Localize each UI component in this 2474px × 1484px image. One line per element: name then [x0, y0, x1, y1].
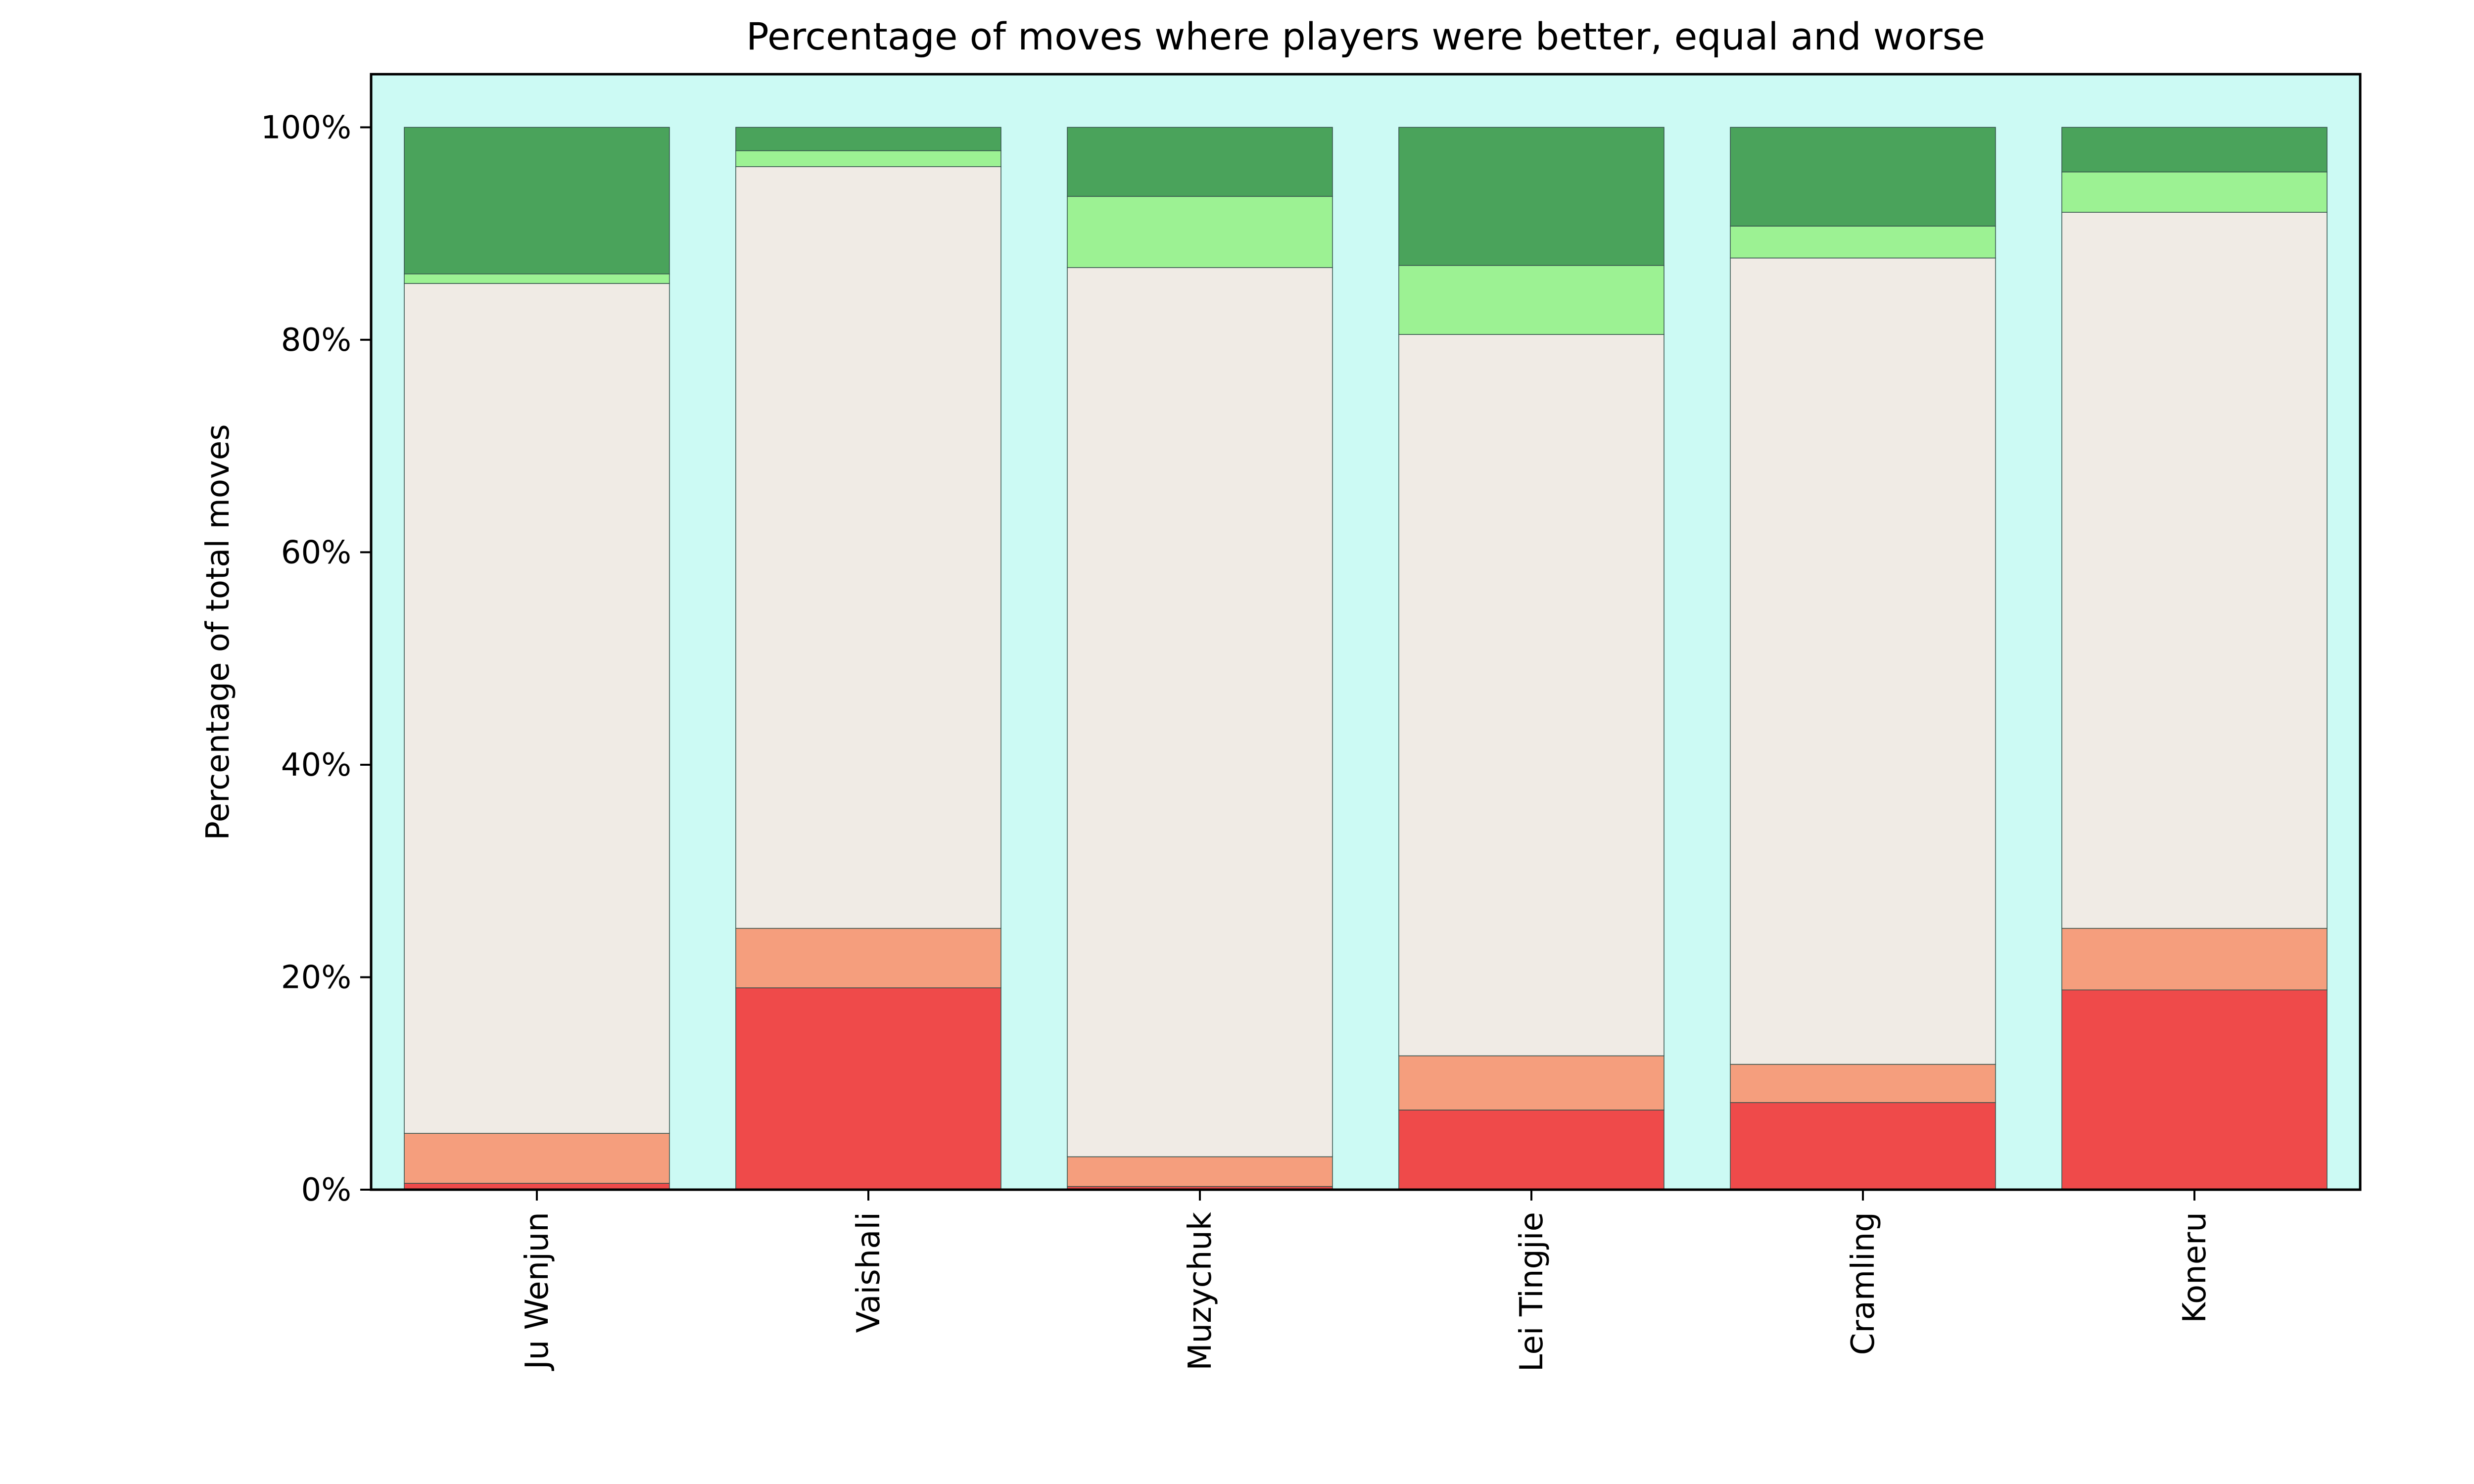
bar-segment-lei-tingjie-s1 — [1398, 1055, 1665, 1111]
bar-segment-cramling-s1 — [1730, 1064, 1996, 1103]
y-tick-label-20: 20% — [281, 959, 351, 996]
y-tick-label-0: 0% — [301, 1172, 351, 1208]
plot-area — [371, 74, 2360, 1190]
bar-segment-lei-tingjie-s2 — [1398, 334, 1665, 1057]
bar-segment-cramling-s4 — [1730, 127, 1996, 227]
x-tick-label-ju-wenjun: Ju Wenjun — [519, 1212, 556, 1371]
bar-segment-koneru-s4 — [2061, 127, 2328, 173]
chart-title: Percentage of moves where players were b… — [746, 14, 1985, 58]
bar-segment-muzychuk-s2 — [1067, 267, 1333, 1158]
bar-segment-ju-wenjun-s4 — [404, 127, 670, 275]
x-tick-label-muzychuk: Muzychuk — [1182, 1212, 1219, 1371]
bar-segment-ju-wenjun-s3 — [404, 274, 670, 284]
bar-segment-vaishali-s1 — [735, 928, 1001, 988]
bar-segment-cramling-s3 — [1730, 226, 1996, 259]
bar-segment-cramling-s2 — [1730, 257, 1996, 1065]
bar-segment-muzychuk-s3 — [1067, 196, 1333, 268]
bar-segment-vaishali-s4 — [735, 127, 1001, 151]
bar-segment-cramling-s0 — [1730, 1102, 1996, 1190]
bar-segment-ju-wenjun-s2 — [404, 283, 670, 1134]
y-tick-label-80: 80% — [281, 322, 351, 359]
bar-segment-koneru-s2 — [2061, 212, 2328, 929]
y-tick-label-40: 40% — [281, 747, 351, 784]
y-axis: 0% 20% 40% 60% 80% 100% — [261, 109, 371, 1208]
bar-segment-lei-tingjie-s0 — [1398, 1110, 1665, 1190]
x-tick-label-lei-tingjie: Lei Tingjie — [1514, 1212, 1550, 1372]
bar-segment-muzychuk-s4 — [1067, 127, 1333, 197]
bar-segment-muzychuk-s1 — [1067, 1156, 1333, 1187]
plot-frame — [370, 73, 2362, 1191]
y-axis-label: Percentage of total moves — [200, 424, 237, 840]
y-tick-label-100: 100% — [261, 109, 351, 146]
bar-segment-lei-tingjie-s4 — [1398, 127, 1665, 266]
x-tick-label-vaishali: Vaishali — [851, 1212, 887, 1333]
y-tick-label-60: 60% — [281, 534, 351, 571]
bar-segment-lei-tingjie-s3 — [1398, 265, 1665, 335]
bars-group — [404, 127, 2328, 1190]
bar-segment-vaishali-s3 — [735, 150, 1001, 167]
x-tick-label-cramling: Cramling — [1845, 1212, 1882, 1355]
bar-segment-koneru-s1 — [2061, 928, 2328, 990]
bar-segment-vaishali-s0 — [735, 987, 1001, 1190]
bar-segment-ju-wenjun-s1 — [404, 1133, 670, 1184]
bar-segment-vaishali-s2 — [735, 166, 1001, 929]
x-tick-label-koneru: Koneru — [2177, 1212, 2213, 1323]
bar-segment-koneru-s3 — [2061, 171, 2328, 213]
bar-segment-koneru-s0 — [2061, 989, 2328, 1190]
x-axis: Ju Wenjun Vaishali Muzychuk Lei Tingjie Cram… — [519, 1190, 2213, 1372]
